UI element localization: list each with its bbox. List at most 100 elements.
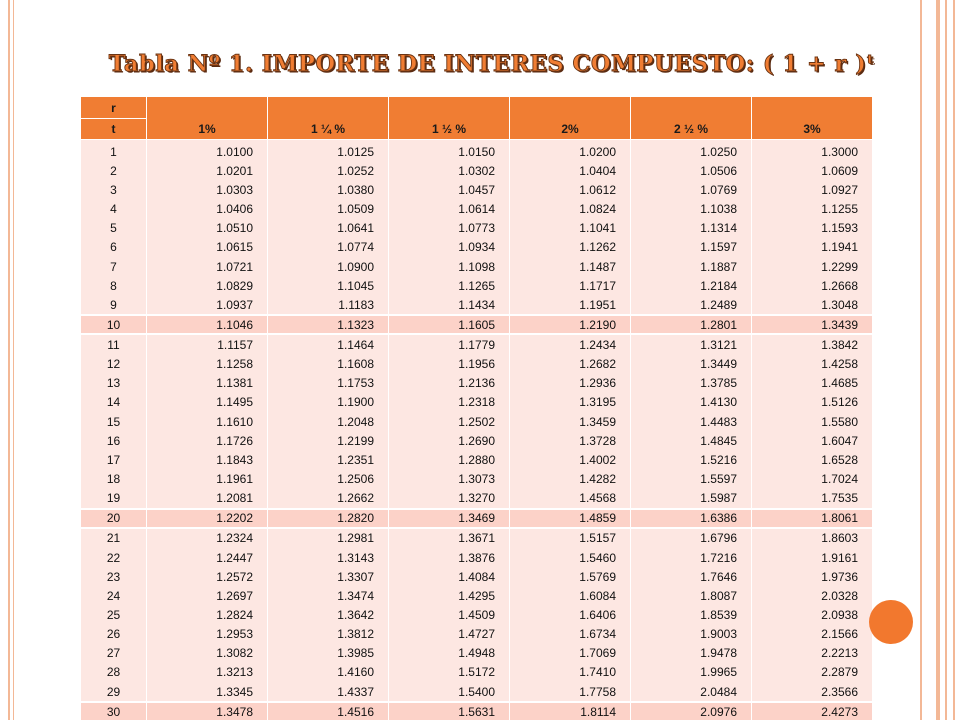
table-row: 3 1.0303 1.0380 1.0457 1.0612 1.0769 1.0927 — [80, 180, 873, 200]
factor-cell: 1.2572 — [146, 567, 268, 587]
factor-cell: 1.0201 — [146, 161, 268, 181]
table-row: 27 1.3082 1.3985 1.4948 1.7069 1.9478 2.2213 — [80, 643, 873, 663]
factor-cell: 1.5631 — [388, 701, 510, 722]
factor-cell: 2.3566 — [751, 682, 873, 703]
factor-cell: 1.5126 — [751, 392, 873, 413]
factor-cell: 1.8603 — [751, 527, 873, 548]
factor-cell: 1.4516 — [267, 701, 389, 722]
decorative-circle — [869, 600, 913, 644]
factor-cell: 1.3270 — [388, 488, 510, 509]
factor-cell: 1.3439 — [751, 314, 873, 336]
factor-cell: 1.6084 — [509, 586, 631, 606]
factor-cell: 1.1183 — [267, 295, 389, 316]
factor-cell: 1.2697 — [146, 586, 268, 606]
table-row: 25 1.2824 1.3642 1.4509 1.6406 1.8539 2.0938 — [80, 605, 873, 625]
factor-cell: 1.3459 — [509, 412, 631, 432]
period-cell: 14 — [80, 392, 147, 413]
period-cell: 18 — [80, 469, 147, 489]
factor-cell: 2.1566 — [751, 624, 873, 644]
factor-cell: 1.7535 — [751, 488, 873, 509]
factor-cell: 1.0721 — [146, 256, 268, 277]
period-cell: 9 — [80, 295, 147, 316]
corner-r-label: r — [80, 96, 147, 119]
factor-cell: 1.0125 — [267, 139, 389, 162]
factor-cell: 1.0406 — [146, 199, 268, 219]
factor-cell: 1.1041 — [509, 218, 631, 238]
factor-cell: 1.7024 — [751, 469, 873, 489]
factor-cell: 1.3785 — [630, 373, 752, 393]
factor-cell: 1.1046 — [146, 314, 268, 336]
table-row: 5 1.0510 1.0641 1.0773 1.1041 1.1314 1.1593 — [80, 218, 873, 238]
factor-cell: 1.5157 — [509, 527, 631, 548]
factor-cell: 1.1605 — [388, 314, 510, 336]
factor-cell: 1.0303 — [146, 180, 268, 200]
factor-cell: 1.9478 — [630, 643, 752, 663]
factor-cell: 1.3469 — [388, 507, 510, 529]
compound-interest-table: r 1% 1 ¼ % 1 ½ % 2% 2 ½ % 3% t 1 1.0100 1.… — [80, 96, 873, 722]
factor-cell: 1.2502 — [388, 412, 510, 432]
factor-cell: 1.0250 — [630, 139, 752, 162]
factor-cell: 1.8061 — [751, 507, 873, 529]
factor-cell: 1.1258 — [146, 354, 268, 374]
factor-cell: 1.2936 — [509, 373, 631, 393]
factor-cell: 1.3985 — [267, 643, 389, 663]
factor-cell: 1.5580 — [751, 412, 873, 432]
title-text: Tabla Nº 1. IMPORTE DE INTERES COMPUESTO… — [109, 51, 875, 77]
factor-cell: 1.7646 — [630, 567, 752, 587]
factor-cell: 1.0509 — [267, 199, 389, 219]
column-header-4: 2% — [509, 96, 631, 140]
table-row: 28 1.3213 1.4160 1.5172 1.7410 1.9965 2.2879 — [80, 662, 873, 683]
factor-cell: 1.5400 — [388, 682, 510, 703]
factor-cell: 1.6796 — [630, 527, 752, 548]
factor-cell: 1.4685 — [751, 373, 873, 393]
factor-cell: 2.0976 — [630, 701, 752, 722]
factor-cell: 1.2506 — [267, 469, 389, 489]
factor-cell: 1.8087 — [630, 586, 752, 606]
factor-cell: 1.0150 — [388, 139, 510, 162]
factor-cell: 1.0937 — [146, 295, 268, 316]
factor-cell: 1.7216 — [630, 547, 752, 568]
table-row: 18 1.1961 1.2506 1.3073 1.4282 1.5597 1.7024 — [80, 469, 873, 489]
period-cell: 27 — [80, 643, 147, 663]
factor-cell: 1.4002 — [509, 450, 631, 470]
period-cell: 24 — [80, 586, 147, 606]
factor-cell: 1.3728 — [509, 431, 631, 451]
factor-cell: 1.1610 — [146, 412, 268, 432]
factor-cell: 1.4859 — [509, 507, 631, 529]
factor-cell: 2.0484 — [630, 682, 752, 703]
factor-cell: 1.1045 — [267, 276, 389, 296]
period-cell: 19 — [80, 488, 147, 509]
factor-cell: 1.4483 — [630, 412, 752, 432]
factor-cell: 1.1717 — [509, 276, 631, 296]
table-row: 30 1.3478 1.4516 1.5631 1.8114 2.0976 2.4273 — [80, 701, 873, 722]
period-cell: 3 — [80, 180, 147, 200]
factor-cell: 1.6406 — [509, 605, 631, 625]
factor-cell: 1.4130 — [630, 392, 752, 413]
factor-cell: 1.1265 — [388, 276, 510, 296]
factor-cell: 1.1434 — [388, 295, 510, 316]
factor-cell: 1.0609 — [751, 161, 873, 181]
factor-cell: 1.2662 — [267, 488, 389, 509]
factor-cell: 1.2820 — [267, 507, 389, 529]
factor-cell: 1.1951 — [509, 295, 631, 316]
factor-cell: 1.7069 — [509, 643, 631, 663]
factor-cell: 1.2824 — [146, 605, 268, 625]
period-cell: 16 — [80, 431, 147, 451]
table-row: 29 1.3345 1.4337 1.5400 1.7758 2.0484 2.3566 — [80, 682, 873, 703]
factor-cell: 1.3642 — [267, 605, 389, 625]
factor-cell: 1.6047 — [751, 431, 873, 451]
column-header-6: 3% — [751, 96, 873, 140]
period-cell: 4 — [80, 199, 147, 219]
factor-cell: 1.0614 — [388, 199, 510, 219]
column-header-2: 1 ¼ % — [267, 96, 389, 140]
factor-cell: 1.2447 — [146, 547, 268, 568]
factor-cell: 1.4509 — [388, 605, 510, 625]
factor-cell: 1.0774 — [267, 237, 389, 257]
factor-cell: 1.2048 — [267, 412, 389, 432]
factor-cell: 1.0612 — [509, 180, 631, 200]
factor-cell: 1.1608 — [267, 354, 389, 374]
title-shadow: Tabla Nº 1. IMPORTE DE INTERES COMPUESTO… — [110, 53, 876, 79]
period-cell: 29 — [80, 682, 147, 703]
period-cell: 15 — [80, 412, 147, 432]
factor-cell: 1.0934 — [388, 237, 510, 257]
